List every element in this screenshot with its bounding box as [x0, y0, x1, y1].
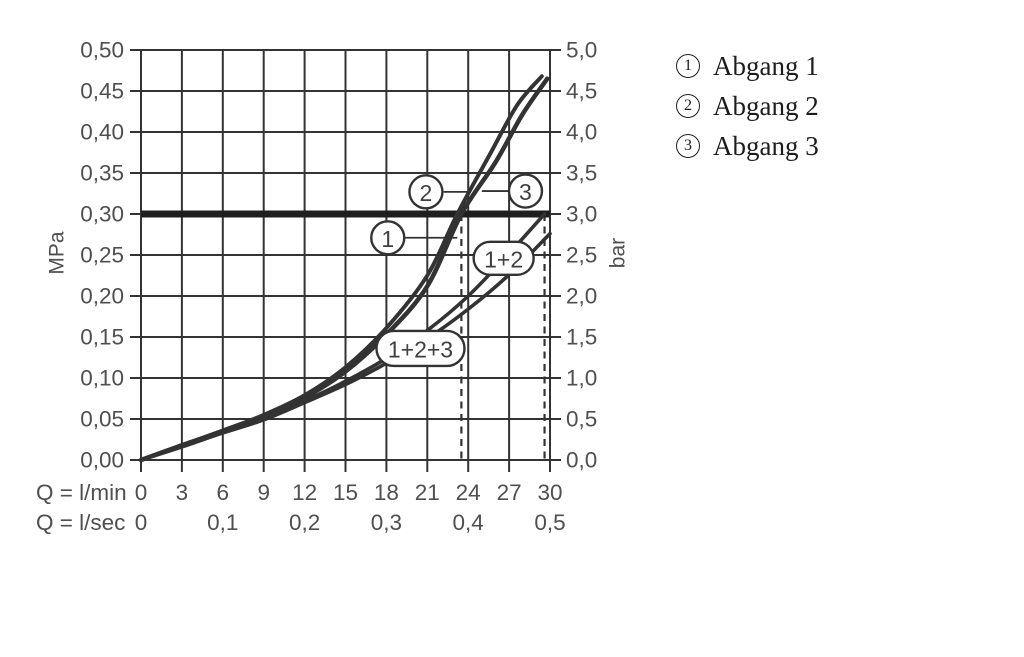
- lmin-tick-label: 21: [415, 480, 440, 505]
- bar-tick-label: 2,0: [566, 284, 597, 309]
- lmin-tick-label: 9: [257, 480, 270, 505]
- lmin-tick-label: 18: [374, 480, 399, 505]
- legend-item-abgang-2: 2 Abgang 2: [676, 86, 819, 126]
- lsec-tick-label: 0,5: [534, 510, 565, 535]
- bar-tick-label: 4,5: [566, 79, 597, 104]
- bar-tick-label: 1,5: [566, 325, 597, 350]
- bar-tick-label: 2,5: [566, 243, 597, 268]
- legend-item-abgang-3: 3 Abgang 3: [676, 126, 819, 166]
- x-axis-title-lsec: Q = l/sec: [36, 510, 125, 535]
- mpa-tick-label: 0,40: [80, 120, 124, 145]
- curve-label-circle: [408, 174, 444, 210]
- curve-label-circle: [370, 220, 406, 256]
- lmin-tick-label: 24: [456, 480, 481, 505]
- lmin-tick-label: 27: [497, 480, 522, 505]
- curve-label-text: 1+2: [484, 246, 523, 272]
- lsec-tick-label: 0,1: [207, 510, 238, 535]
- bar-tick-label: 0,5: [566, 407, 597, 432]
- mpa-tick-label: 0,50: [80, 38, 124, 63]
- curve-label-text: 3: [519, 179, 532, 205]
- lsec-tick-label: 0,4: [453, 510, 484, 535]
- y-axis-title-bar: bar: [607, 238, 630, 268]
- mpa-tick-label: 0,05: [80, 407, 124, 432]
- y-axis-title-mpa: MPa: [46, 231, 69, 275]
- lsec-tick-label: 0: [135, 510, 148, 535]
- curve-label-box: [375, 329, 466, 368]
- legend-label: Abgang 2: [713, 90, 819, 121]
- lsec-tick-label: 0,3: [371, 510, 402, 535]
- mpa-tick-label: 0,20: [80, 284, 124, 309]
- lmin-tick-label: 30: [537, 480, 562, 505]
- mpa-tick-label: 0,30: [80, 202, 124, 227]
- mpa-tick-label: 0,15: [80, 325, 124, 350]
- curve-label-text: 2: [420, 180, 433, 206]
- curve-label-circle: [507, 173, 544, 209]
- bar-tick-label: 5,0: [566, 38, 597, 63]
- lsec-tick-label: 0,2: [289, 510, 320, 535]
- lmin-tick-label: 0: [135, 480, 148, 505]
- circled-3-icon: 3: [676, 134, 700, 158]
- legend-item-abgang-1: 1 Abgang 1: [676, 46, 819, 86]
- lmin-tick-label: 12: [292, 480, 317, 505]
- mpa-tick-label: 0,35: [80, 161, 124, 186]
- mpa-tick-label: 0,25: [80, 243, 124, 268]
- legend-label: Abgang 3: [713, 130, 819, 161]
- bar-tick-label: 3,5: [566, 161, 597, 186]
- mpa-tick-label: 0,10: [80, 366, 124, 391]
- lmin-tick-label: 3: [176, 480, 189, 505]
- legend-label: Abgang 1: [713, 50, 819, 81]
- circled-2-icon: 2: [676, 94, 700, 118]
- x-axis-title-lmin: Q = l/min: [36, 480, 127, 505]
- bar-tick-label: 0,0: [566, 448, 597, 473]
- lmin-tick-label: 15: [333, 480, 358, 505]
- bar-tick-label: 1,0: [566, 366, 597, 391]
- mpa-tick-label: 0,00: [80, 448, 124, 473]
- bar-tick-label: 4,0: [566, 120, 597, 145]
- lmin-tick-label: 6: [217, 480, 230, 505]
- bar-tick-label: 3,0: [566, 202, 597, 227]
- curve-label-box: [472, 240, 535, 276]
- mpa-tick-label: 0,45: [80, 79, 124, 104]
- curve-1-2-3: [139, 231, 552, 462]
- curve-label-text: 1: [381, 226, 394, 252]
- circled-1-icon: 1: [676, 54, 700, 78]
- legend: 1 Abgang 1 2 Abgang 2 3 Abgang 3: [676, 46, 819, 166]
- curve-label-text: 1+2+3: [388, 336, 453, 362]
